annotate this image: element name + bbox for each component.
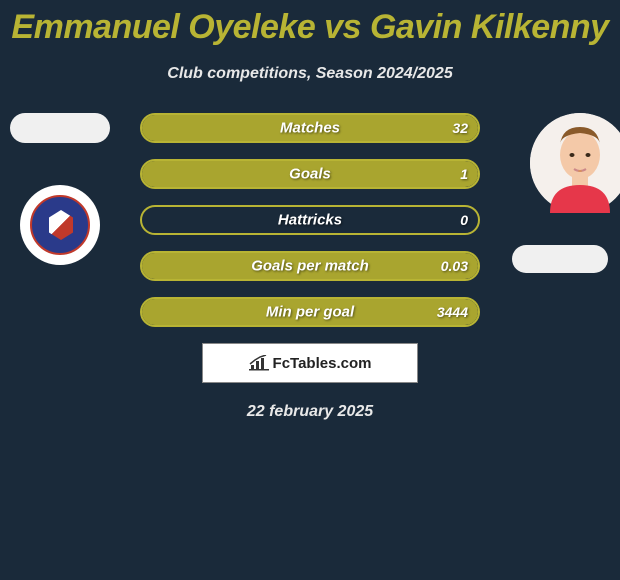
snapshot-date: 22 february 2025	[0, 403, 620, 421]
stat-label: Goals	[289, 166, 331, 183]
season-subtitle: Club competitions, Season 2024/2025	[0, 65, 620, 83]
stat-value-right: 0.03	[441, 258, 468, 274]
stat-bars: Matches 32 Goals 1 Hattricks 0 Goals per match…	[140, 113, 480, 327]
stat-row: Min per goal 3444	[140, 297, 480, 327]
stat-value-right: 1	[460, 166, 468, 182]
stat-label: Goals per match	[251, 258, 369, 275]
player-left-club-badge	[20, 185, 100, 265]
player-left-avatar	[10, 113, 110, 143]
stat-value-right: 3444	[437, 304, 468, 320]
stat-row: Matches 32	[140, 113, 480, 143]
stat-value-right: 32	[452, 120, 468, 136]
player-right-club-badge	[512, 245, 608, 273]
branding-text: FcTables.com	[273, 355, 372, 372]
stat-label: Hattricks	[278, 212, 342, 229]
comparison-title: Emmanuel Oyeleke vs Gavin Kilkenny	[0, 0, 620, 47]
stat-label: Min per goal	[266, 304, 354, 321]
player-right-avatar	[530, 113, 620, 213]
stat-label: Matches	[280, 120, 340, 137]
stat-row: Goals 1	[140, 159, 480, 189]
branding-box: FcTables.com	[202, 343, 418, 383]
stats-area: Matches 32 Goals 1 Hattricks 0 Goals per match…	[0, 113, 620, 327]
stat-value-right: 0	[460, 212, 468, 228]
stat-row: Hattricks 0	[140, 205, 480, 235]
chart-icon	[249, 355, 269, 371]
stat-row: Goals per match 0.03	[140, 251, 480, 281]
